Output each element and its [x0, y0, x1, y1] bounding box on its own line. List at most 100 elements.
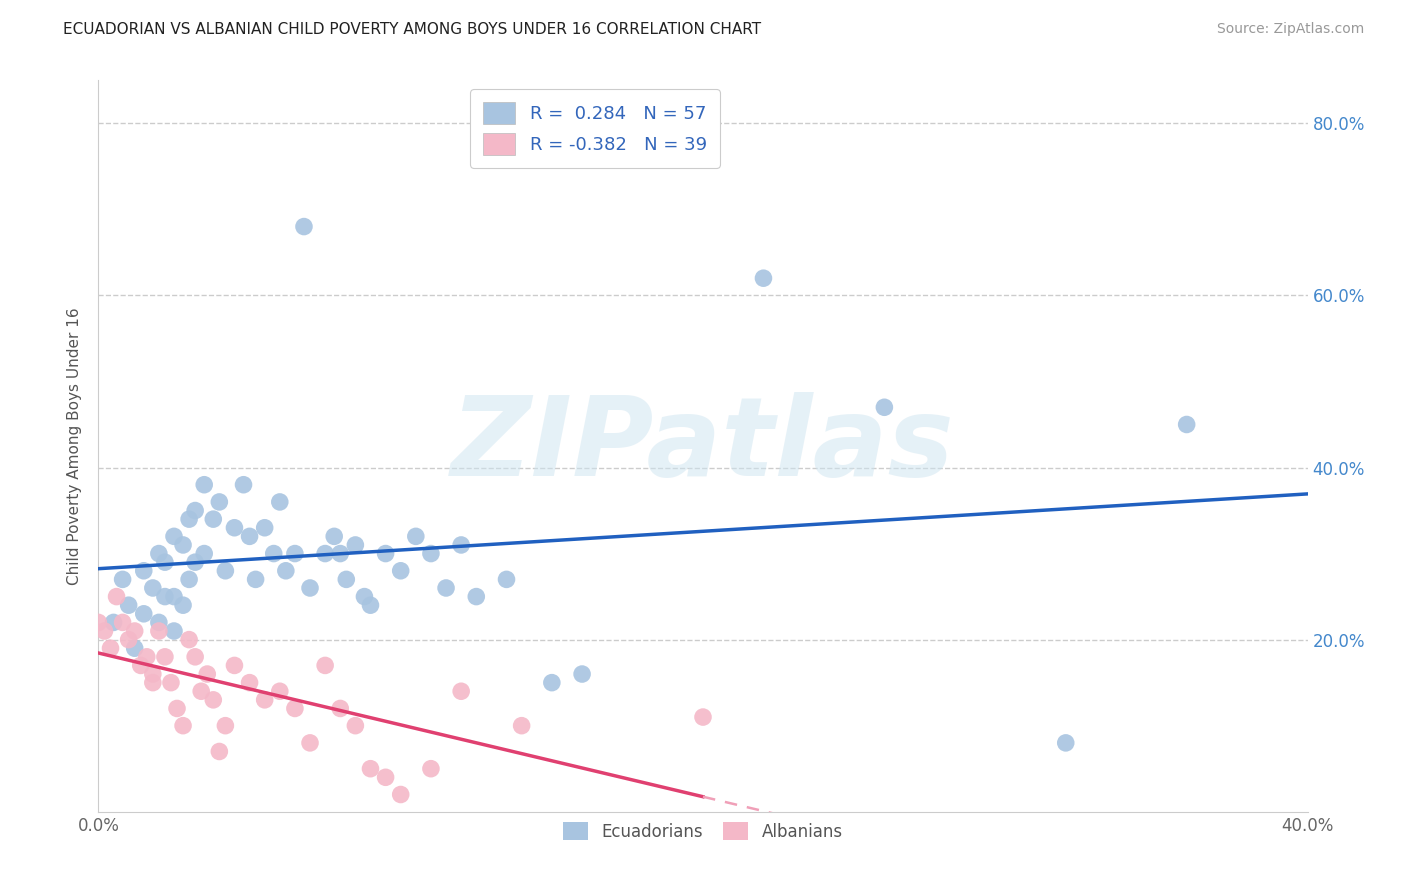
Point	[329, 547, 352, 561]
Point	[148, 615, 170, 630]
Point	[153, 649, 176, 664]
Point	[153, 555, 176, 569]
Point	[202, 512, 225, 526]
Point	[87, 615, 110, 630]
Point	[344, 538, 367, 552]
Point	[132, 607, 155, 621]
Point	[179, 632, 201, 647]
Point	[353, 590, 375, 604]
Point	[214, 564, 236, 578]
Point	[224, 658, 246, 673]
Legend: Ecuadorians, Albanians: Ecuadorians, Albanians	[557, 816, 849, 847]
Point	[105, 590, 128, 604]
Point	[510, 719, 533, 733]
Point	[214, 719, 236, 733]
Point	[465, 590, 488, 604]
Point	[163, 529, 186, 543]
Point	[111, 615, 134, 630]
Point	[239, 529, 262, 543]
Point	[344, 719, 367, 733]
Point	[208, 744, 231, 758]
Point	[118, 632, 141, 647]
Point	[1175, 417, 1198, 432]
Text: ZIPatlas: ZIPatlas	[451, 392, 955, 500]
Point	[263, 547, 285, 561]
Point	[420, 762, 443, 776]
Point	[179, 573, 201, 587]
Point	[100, 641, 122, 656]
Point	[163, 624, 186, 638]
Point	[166, 701, 188, 715]
Point	[135, 649, 157, 664]
Point	[292, 219, 315, 234]
Point	[224, 521, 246, 535]
Point	[193, 547, 215, 561]
Point	[184, 649, 207, 664]
Point	[752, 271, 775, 285]
Point	[450, 684, 472, 698]
Point	[571, 667, 593, 681]
Point	[184, 503, 207, 517]
Point	[239, 675, 262, 690]
Point	[172, 719, 194, 733]
Point	[193, 477, 215, 491]
Text: Source: ZipAtlas.com: Source: ZipAtlas.com	[1216, 22, 1364, 37]
Point	[142, 675, 165, 690]
Point	[153, 590, 176, 604]
Point	[142, 581, 165, 595]
Point	[450, 538, 472, 552]
Point	[124, 641, 146, 656]
Point	[692, 710, 714, 724]
Point	[873, 401, 896, 415]
Point	[111, 573, 134, 587]
Point	[142, 667, 165, 681]
Point	[389, 564, 412, 578]
Point	[374, 547, 396, 561]
Point	[195, 667, 218, 681]
Point	[299, 581, 322, 595]
Point	[314, 547, 336, 561]
Point	[495, 573, 517, 587]
Point	[118, 598, 141, 612]
Point	[190, 684, 212, 698]
Y-axis label: Child Poverty Among Boys Under 16: Child Poverty Among Boys Under 16	[67, 307, 83, 585]
Point	[284, 547, 307, 561]
Point	[163, 590, 186, 604]
Point	[202, 693, 225, 707]
Point	[374, 770, 396, 784]
Point	[93, 624, 115, 638]
Point	[132, 564, 155, 578]
Point	[434, 581, 457, 595]
Point	[389, 788, 412, 802]
Point	[148, 547, 170, 561]
Point	[160, 675, 183, 690]
Point	[420, 547, 443, 561]
Text: ECUADORIAN VS ALBANIAN CHILD POVERTY AMONG BOYS UNDER 16 CORRELATION CHART: ECUADORIAN VS ALBANIAN CHILD POVERTY AMO…	[63, 22, 762, 37]
Point	[253, 693, 276, 707]
Point	[172, 538, 194, 552]
Point	[269, 684, 291, 698]
Point	[253, 521, 276, 535]
Point	[129, 658, 152, 673]
Point	[148, 624, 170, 638]
Point	[179, 512, 201, 526]
Point	[323, 529, 346, 543]
Point	[1054, 736, 1077, 750]
Point	[103, 615, 125, 630]
Point	[269, 495, 291, 509]
Point	[245, 573, 267, 587]
Point	[405, 529, 427, 543]
Point	[124, 624, 146, 638]
Point	[274, 564, 297, 578]
Point	[184, 555, 207, 569]
Point	[208, 495, 231, 509]
Point	[335, 573, 357, 587]
Point	[360, 762, 382, 776]
Point	[172, 598, 194, 612]
Point	[360, 598, 382, 612]
Point	[540, 675, 562, 690]
Point	[232, 477, 254, 491]
Point	[314, 658, 336, 673]
Point	[299, 736, 322, 750]
Point	[329, 701, 352, 715]
